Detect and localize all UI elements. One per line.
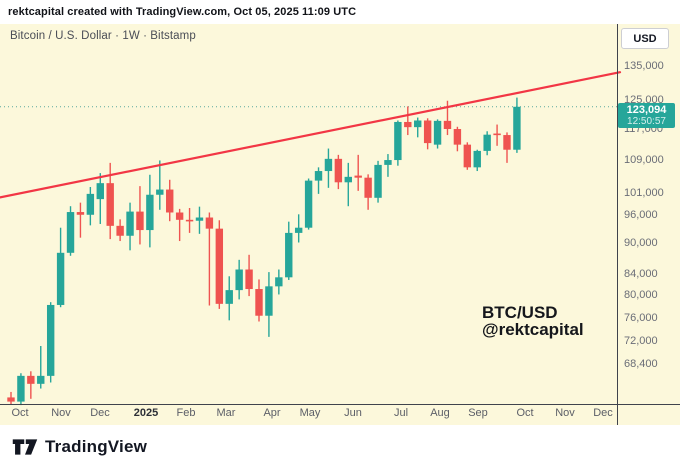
time-tick-label: Nov bbox=[51, 407, 71, 419]
attribution-bar: rektcapital created with TradingView.com… bbox=[0, 0, 680, 24]
candle-body bbox=[245, 269, 253, 290]
price-tick-label: 101,000 bbox=[624, 186, 664, 199]
candle-body bbox=[324, 158, 333, 172]
candle-body bbox=[384, 160, 392, 165]
time-tick-label: Sep bbox=[468, 407, 488, 419]
symbol-title: Bitcoin / U.S. Dollar · 1W · Bitstamp bbox=[10, 30, 196, 42]
candle-body bbox=[374, 164, 382, 198]
time-tick-label: Feb bbox=[176, 407, 196, 419]
bar-countdown-timer: 12:50:57 bbox=[627, 116, 666, 128]
candle-body bbox=[185, 219, 194, 222]
candle-body bbox=[473, 150, 481, 168]
candle-body bbox=[205, 217, 214, 229]
candle-body bbox=[225, 290, 233, 304]
candle-body bbox=[414, 120, 422, 128]
candle-body bbox=[116, 225, 124, 236]
candle-body bbox=[443, 120, 452, 130]
time-tick-label: Oct bbox=[11, 407, 29, 419]
time-tick-label: 2025 bbox=[133, 407, 159, 419]
time-tick-label: Dec bbox=[90, 407, 110, 419]
time-tick-label: Mar bbox=[216, 407, 236, 419]
candle-body bbox=[136, 211, 144, 231]
candle-body bbox=[156, 189, 164, 195]
price-tick-label: 80,000 bbox=[624, 289, 658, 302]
axes-lines bbox=[0, 24, 680, 425]
candle-body bbox=[146, 194, 154, 231]
candle-body bbox=[364, 177, 372, 198]
candle-body bbox=[106, 183, 114, 226]
price-tick-label: 90,000 bbox=[624, 237, 658, 250]
candle-body bbox=[285, 232, 293, 278]
candle-body bbox=[27, 375, 35, 384]
time-tick-label: Apr bbox=[263, 407, 281, 419]
candle-body bbox=[304, 180, 313, 228]
candle-body bbox=[354, 175, 362, 178]
candle-body bbox=[404, 121, 412, 128]
tradingview-logo[interactable]: TradingView bbox=[12, 436, 147, 458]
time-tick-label: Dec bbox=[593, 407, 613, 419]
price-tick-label: 76,000 bbox=[624, 311, 658, 324]
price-tick-label: 72,000 bbox=[624, 335, 658, 348]
time-tick-label: Oct bbox=[516, 407, 534, 419]
candle-body bbox=[175, 212, 184, 220]
time-tick-label: Jul bbox=[393, 407, 409, 419]
candle-body bbox=[493, 133, 501, 136]
candle-body bbox=[394, 121, 402, 161]
candle-body bbox=[503, 135, 511, 150]
candle-body bbox=[86, 193, 95, 215]
footer-bar: TradingView bbox=[0, 425, 680, 469]
time-tick-label: May bbox=[299, 407, 321, 419]
price-tick-label: 125,000 bbox=[624, 93, 664, 106]
chart-area[interactable]: Bitcoin / U.S. Dollar · 1W · Bitstamp US… bbox=[0, 24, 680, 425]
candlestick-chart-canvas[interactable] bbox=[0, 24, 680, 425]
candle-body bbox=[17, 375, 25, 402]
trendline[interactable] bbox=[0, 71, 622, 199]
time-tick-label: Nov bbox=[555, 407, 575, 419]
candle-body bbox=[96, 183, 104, 200]
price-tick-label: 84,000 bbox=[624, 267, 658, 280]
candle-body bbox=[423, 120, 432, 144]
candle-body bbox=[7, 397, 15, 402]
time-tick-label: Aug bbox=[430, 407, 450, 419]
watermark-handle: @rektcapital bbox=[482, 320, 584, 339]
candle-body bbox=[56, 252, 65, 305]
last-price-value: 123,094 bbox=[626, 104, 667, 117]
candle-body bbox=[235, 269, 243, 291]
chart-watermark: BTC/USD @rektcapital bbox=[482, 304, 584, 338]
candle-body bbox=[483, 134, 491, 151]
currency-toggle-button[interactable]: USD bbox=[621, 28, 669, 49]
candle-body bbox=[344, 176, 352, 183]
candle-body bbox=[166, 189, 174, 213]
candle-body bbox=[37, 375, 45, 384]
price-tick-label: 109,000 bbox=[624, 153, 664, 166]
candle-body bbox=[46, 304, 55, 376]
candle-body bbox=[66, 212, 75, 253]
watermark-symbol: BTC/USD bbox=[482, 303, 558, 322]
candle-body bbox=[433, 120, 442, 145]
candle-body bbox=[265, 286, 273, 316]
candle-body bbox=[463, 144, 472, 168]
last-price-badge: 123,094 12:50:57 bbox=[618, 103, 675, 129]
candle-body bbox=[513, 106, 521, 150]
candle-body bbox=[255, 289, 263, 316]
candle-body bbox=[294, 227, 303, 233]
candle-body bbox=[453, 129, 462, 145]
candle-body bbox=[76, 212, 85, 215]
tradingview-logo-text: TradingView bbox=[45, 437, 148, 456]
price-tick-label: 96,000 bbox=[624, 209, 658, 222]
candle-body bbox=[195, 217, 204, 221]
candle-body bbox=[215, 228, 224, 304]
candle-body bbox=[334, 158, 343, 183]
candle-body bbox=[275, 277, 283, 287]
candle-body bbox=[314, 171, 323, 181]
tradingview-logo-icon bbox=[12, 439, 38, 455]
time-tick-label: Jun bbox=[344, 407, 362, 419]
price-tick-label: 135,000 bbox=[624, 59, 664, 72]
price-tick-label: 68,400 bbox=[624, 357, 658, 370]
attribution-text: rektcapital created with TradingView.com… bbox=[8, 6, 357, 18]
candle-body bbox=[126, 211, 134, 236]
